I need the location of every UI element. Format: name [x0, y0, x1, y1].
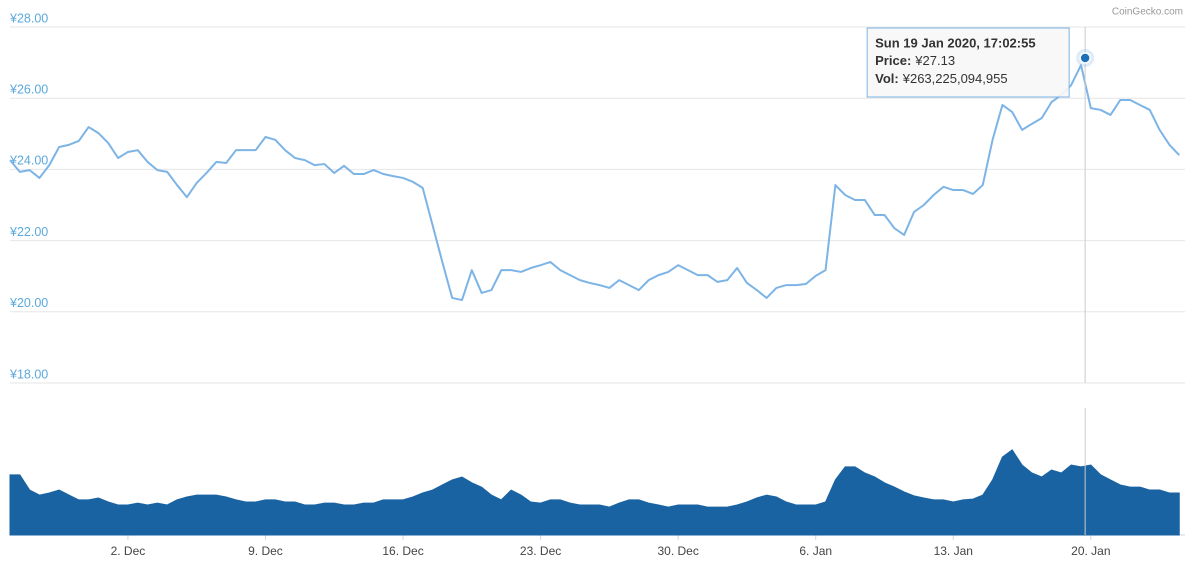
tooltip-volume: Vol: ¥263,225,094,955: [875, 71, 1007, 86]
y-tick-label: ¥28.00: [9, 11, 48, 25]
tooltip-volume-value: ¥263,225,094,955: [902, 71, 1008, 86]
tooltip-price: Price: ¥27.13: [875, 53, 955, 68]
volume-area: [9, 449, 1180, 536]
y-tick-label: ¥20.00: [9, 296, 48, 310]
tooltip-box: [866, 27, 1070, 98]
y-tick-label: ¥26.00: [9, 82, 48, 96]
credit: CoinGecko.com: [1112, 7, 1183, 18]
hover-marker: [1079, 52, 1091, 64]
x-tick-label: 6. Jan: [799, 544, 832, 558]
x-tick-label: 30. Dec: [657, 544, 698, 558]
tooltip-price-label: Price:: [875, 53, 911, 68]
tooltip-volume-label: Vol:: [875, 71, 899, 86]
x-tick-label: 9. Dec: [248, 544, 283, 558]
x-tick-label: 16. Dec: [382, 544, 423, 558]
y-tick-label: ¥22.00: [9, 225, 48, 239]
x-tick-label: 2. Dec: [111, 544, 146, 558]
x-tick-label: 20. Jan: [1071, 544, 1110, 558]
tooltip-price-value: ¥27.13: [914, 53, 955, 68]
x-tick-label: 13. Jan: [934, 544, 973, 558]
y-tick-label: ¥18.00: [9, 367, 48, 381]
price-line: [9, 64, 1180, 302]
tooltip: Sun 19 Jan 2020, 17:02:55 Price: ¥27.13 Vol…: [866, 27, 1070, 98]
tooltip-title: Sun 19 Jan 2020, 17:02:55: [875, 35, 1035, 50]
x-tick-label: 23. Dec: [520, 544, 561, 558]
y-tick-label: ¥24.00: [9, 154, 48, 168]
